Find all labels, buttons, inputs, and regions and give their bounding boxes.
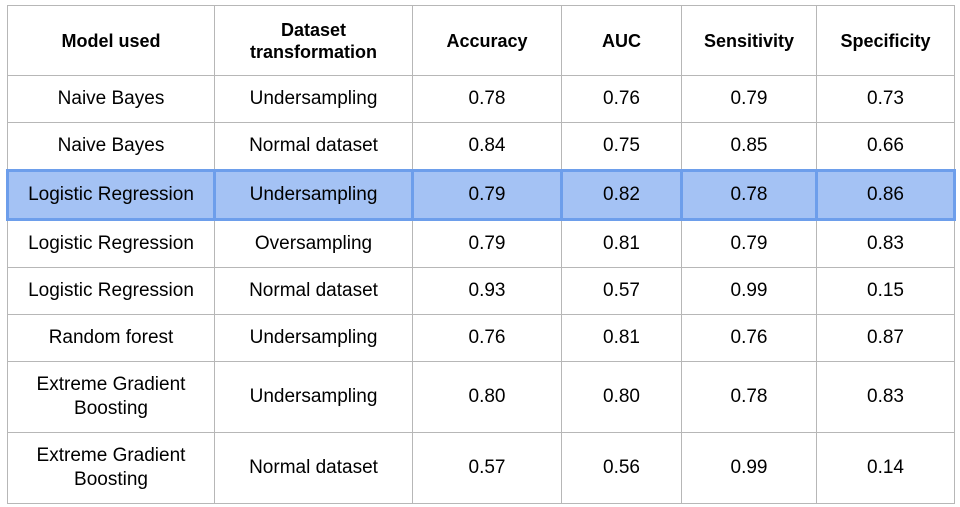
cell-accuracy: 0.84 bbox=[412, 122, 562, 171]
cell-model: Extreme Gradient Boosting bbox=[7, 432, 215, 504]
cell-model: Logistic Regression bbox=[6, 169, 216, 221]
cell-sensitivity: 0.99 bbox=[681, 432, 817, 504]
cell-auc: 0.76 bbox=[561, 75, 682, 123]
table-row[interactable]: Naive Bayes Normal dataset 0.84 0.75 0.8… bbox=[7, 122, 955, 171]
header-model: Model used bbox=[7, 5, 215, 76]
cell-specificity: 0.15 bbox=[816, 267, 955, 315]
header-accuracy: Accuracy bbox=[412, 5, 562, 76]
header-transformation: Dataset transformation bbox=[214, 5, 413, 76]
cell-auc: 0.81 bbox=[561, 314, 682, 362]
cell-transformation: Undersampling bbox=[214, 314, 413, 362]
cell-auc: 0.56 bbox=[561, 432, 682, 504]
cell-accuracy: 0.79 bbox=[411, 169, 563, 221]
cell-accuracy: 0.93 bbox=[412, 267, 562, 315]
cell-sensitivity: 0.79 bbox=[681, 219, 817, 268]
cell-transformation: Undersampling bbox=[213, 169, 414, 221]
cell-transformation: Undersampling bbox=[214, 75, 413, 123]
table-row[interactable]: Extreme Gradient Boosting Undersampling … bbox=[7, 361, 955, 433]
cell-sensitivity: 0.78 bbox=[680, 169, 818, 221]
cell-sensitivity: 0.85 bbox=[681, 122, 817, 171]
cell-auc: 0.75 bbox=[561, 122, 682, 171]
cell-specificity: 0.86 bbox=[815, 169, 956, 221]
table-row-selected[interactable]: Logistic Regression Undersampling 0.79 0… bbox=[6, 169, 956, 221]
cell-transformation: Normal dataset bbox=[214, 432, 413, 504]
cell-specificity: 0.83 bbox=[816, 219, 955, 268]
cell-model: Logistic Regression bbox=[7, 267, 215, 315]
header-specificity: Specificity bbox=[816, 5, 955, 76]
table-row[interactable]: Logistic Regression Oversampling 0.79 0.… bbox=[7, 219, 955, 268]
table-row[interactable]: Random forest Undersampling 0.76 0.81 0.… bbox=[7, 314, 955, 362]
cell-auc: 0.81 bbox=[561, 219, 682, 268]
cell-auc: 0.82 bbox=[560, 169, 683, 221]
results-table: Model used Dataset transformation Accura… bbox=[6, 5, 956, 504]
cell-accuracy: 0.78 bbox=[412, 75, 562, 123]
cell-model: Logistic Regression bbox=[7, 219, 215, 268]
cell-auc: 0.57 bbox=[561, 267, 682, 315]
table-row[interactable]: Logistic Regression Normal dataset 0.93 … bbox=[7, 267, 955, 315]
cell-model: Naive Bayes bbox=[7, 75, 215, 123]
cell-sensitivity: 0.76 bbox=[681, 314, 817, 362]
table-row[interactable]: Naive Bayes Undersampling 0.78 0.76 0.79… bbox=[7, 75, 955, 123]
cell-specificity: 0.83 bbox=[816, 361, 955, 433]
cell-accuracy: 0.79 bbox=[412, 219, 562, 268]
table-row[interactable]: Extreme Gradient Boosting Normal dataset… bbox=[7, 432, 955, 504]
header-sensitivity: Sensitivity bbox=[681, 5, 817, 76]
cell-transformation: Normal dataset bbox=[214, 122, 413, 171]
cell-accuracy: 0.57 bbox=[412, 432, 562, 504]
cell-specificity: 0.87 bbox=[816, 314, 955, 362]
cell-model: Naive Bayes bbox=[7, 122, 215, 171]
cell-auc: 0.80 bbox=[561, 361, 682, 433]
cell-specificity: 0.66 bbox=[816, 122, 955, 171]
cell-specificity: 0.73 bbox=[816, 75, 955, 123]
cell-accuracy: 0.80 bbox=[412, 361, 562, 433]
cell-model: Random forest bbox=[7, 314, 215, 362]
header-auc: AUC bbox=[561, 5, 682, 76]
cell-specificity: 0.14 bbox=[816, 432, 955, 504]
cell-sensitivity: 0.79 bbox=[681, 75, 817, 123]
header-row: Model used Dataset transformation Accura… bbox=[7, 5, 955, 76]
cell-transformation: Undersampling bbox=[214, 361, 413, 433]
cell-model: Extreme Gradient Boosting bbox=[7, 361, 215, 433]
cell-sensitivity: 0.78 bbox=[681, 361, 817, 433]
cell-accuracy: 0.76 bbox=[412, 314, 562, 362]
cell-transformation: Normal dataset bbox=[214, 267, 413, 315]
cell-transformation: Oversampling bbox=[214, 219, 413, 268]
cell-sensitivity: 0.99 bbox=[681, 267, 817, 315]
